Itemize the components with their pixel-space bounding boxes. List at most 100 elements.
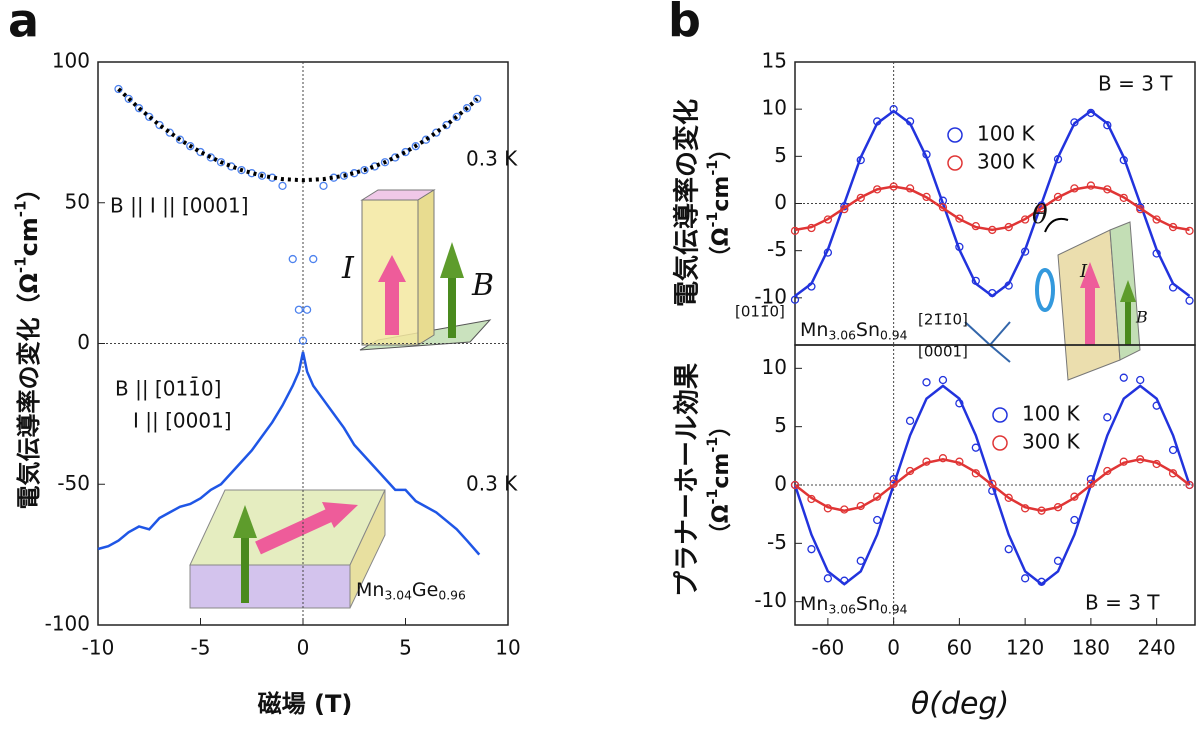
data-point <box>360 165 369 175</box>
x-tick-label: 0 <box>297 636 310 660</box>
text-part: （Ω <box>709 227 734 268</box>
legend-marker <box>992 407 1008 423</box>
annotation: Mn3.04Ge0.96 <box>356 579 466 603</box>
legend-label: 100 K <box>1022 402 1081 426</box>
text-part: -1 <box>705 160 721 176</box>
annotation: Mn3.06Sn0.94 <box>800 319 908 343</box>
data-point <box>421 135 431 144</box>
y-tick-label: 10 <box>762 355 787 379</box>
text-part: （Ω <box>709 504 734 545</box>
data-point <box>309 254 318 264</box>
annotation: I || [0001] <box>133 409 232 433</box>
data-point <box>823 574 833 583</box>
y-tick-label: 50 <box>65 189 90 213</box>
annotation: [21̄1̄0] <box>918 311 968 329</box>
y-tick-label: 15 <box>762 49 787 73</box>
x-tick-label: 0 <box>887 636 900 660</box>
legend-label: 300 K <box>977 150 1036 174</box>
x-tick-label: 10 <box>495 636 520 660</box>
data-point <box>216 158 226 167</box>
panel-label: a <box>8 0 39 48</box>
inset-parallel <box>359 189 492 351</box>
data-point <box>411 142 420 151</box>
y-tick-label: -5 <box>767 530 787 554</box>
data-point <box>1185 226 1194 236</box>
text-part: （Ω <box>15 273 43 317</box>
inset-rotation <box>964 217 1141 381</box>
data-point <box>905 416 915 425</box>
text-part: ） <box>709 415 734 437</box>
y-axis-label: プラナーホール効果 <box>672 363 703 597</box>
x-tick-label: 5 <box>399 636 412 660</box>
data-point <box>1086 181 1096 190</box>
y-tick-label: 5 <box>774 413 787 437</box>
data-point <box>807 545 816 554</box>
annotation: θ <box>1032 200 1048 230</box>
y-tick-label: 0 <box>774 472 787 496</box>
text-part: Sn <box>856 593 880 615</box>
annotation: 0.3 K <box>466 472 518 496</box>
text-part: 0.96 <box>438 588 466 602</box>
annotation: B || I || [0001] <box>110 194 249 218</box>
x-tick-label: 180 <box>1072 636 1110 660</box>
text-part: 電気伝導率の変化 <box>15 317 43 509</box>
annotation: B <box>471 268 494 303</box>
data-point <box>186 142 195 151</box>
data-point <box>1004 545 1013 554</box>
data-point <box>319 181 328 191</box>
text-part: Sn <box>856 319 880 341</box>
series-line <box>117 87 479 183</box>
y-tick-label: -50 <box>57 471 90 495</box>
data-point <box>452 112 461 122</box>
y-tick-label: 5 <box>774 143 787 167</box>
x-tick-label: -60 <box>812 636 845 660</box>
data-point <box>790 295 800 304</box>
text-part: 0.94 <box>880 602 908 616</box>
x-tick-label: 120 <box>1006 636 1044 660</box>
data-point <box>873 515 882 525</box>
y-tick-label: -100 <box>45 612 90 636</box>
data-point <box>473 94 482 104</box>
data-point <box>1168 445 1178 455</box>
x-tick-label: -5 <box>191 636 211 660</box>
y-axis-unit: （Ω-1cm-1） <box>705 138 734 268</box>
annotation: B = 3 T <box>1098 72 1173 96</box>
data-point <box>955 214 964 223</box>
y-axis-label: 電気伝導率の変化（Ω-1cm-1） <box>11 177 43 510</box>
y-tick-label: 100 <box>52 49 90 73</box>
text-part: cm <box>15 217 43 256</box>
data-point <box>1020 574 1030 583</box>
data-point <box>1185 480 1194 490</box>
annotation: B <box>1135 308 1148 327</box>
data-point <box>442 120 451 130</box>
legend-marker <box>947 127 963 143</box>
text-part: 3.06 <box>828 328 856 342</box>
annotation: Mn3.06Sn0.94 <box>800 593 908 617</box>
data-point <box>1119 193 1128 202</box>
y-tick-label: 10 <box>762 96 787 120</box>
annotation: [011̄0] <box>735 303 785 321</box>
text-part: ） <box>709 138 734 160</box>
legend-label: 100 K <box>977 122 1036 146</box>
annotation: B || [011̄0] <box>115 376 221 401</box>
data-point <box>302 305 312 314</box>
data-point <box>790 226 800 236</box>
data-point <box>124 94 133 104</box>
text-part: Ge <box>412 579 438 601</box>
text-part: Mn <box>800 319 828 341</box>
legend-marker <box>947 155 963 171</box>
y-tick-label: -5 <box>767 237 787 261</box>
x-tick-label: 240 <box>1138 636 1176 660</box>
data-point <box>790 480 800 490</box>
text-part: -1 <box>11 256 29 273</box>
data-point <box>889 105 898 114</box>
data-point <box>145 112 154 122</box>
x-axis-label: 磁場 (T) <box>258 690 353 718</box>
text-part: cm <box>709 176 734 212</box>
data-point <box>380 158 390 167</box>
data-point <box>294 305 304 314</box>
annotation: [0001] <box>918 343 968 361</box>
series-line <box>794 109 1191 298</box>
data-point <box>938 454 948 463</box>
data-point <box>1136 375 1145 385</box>
